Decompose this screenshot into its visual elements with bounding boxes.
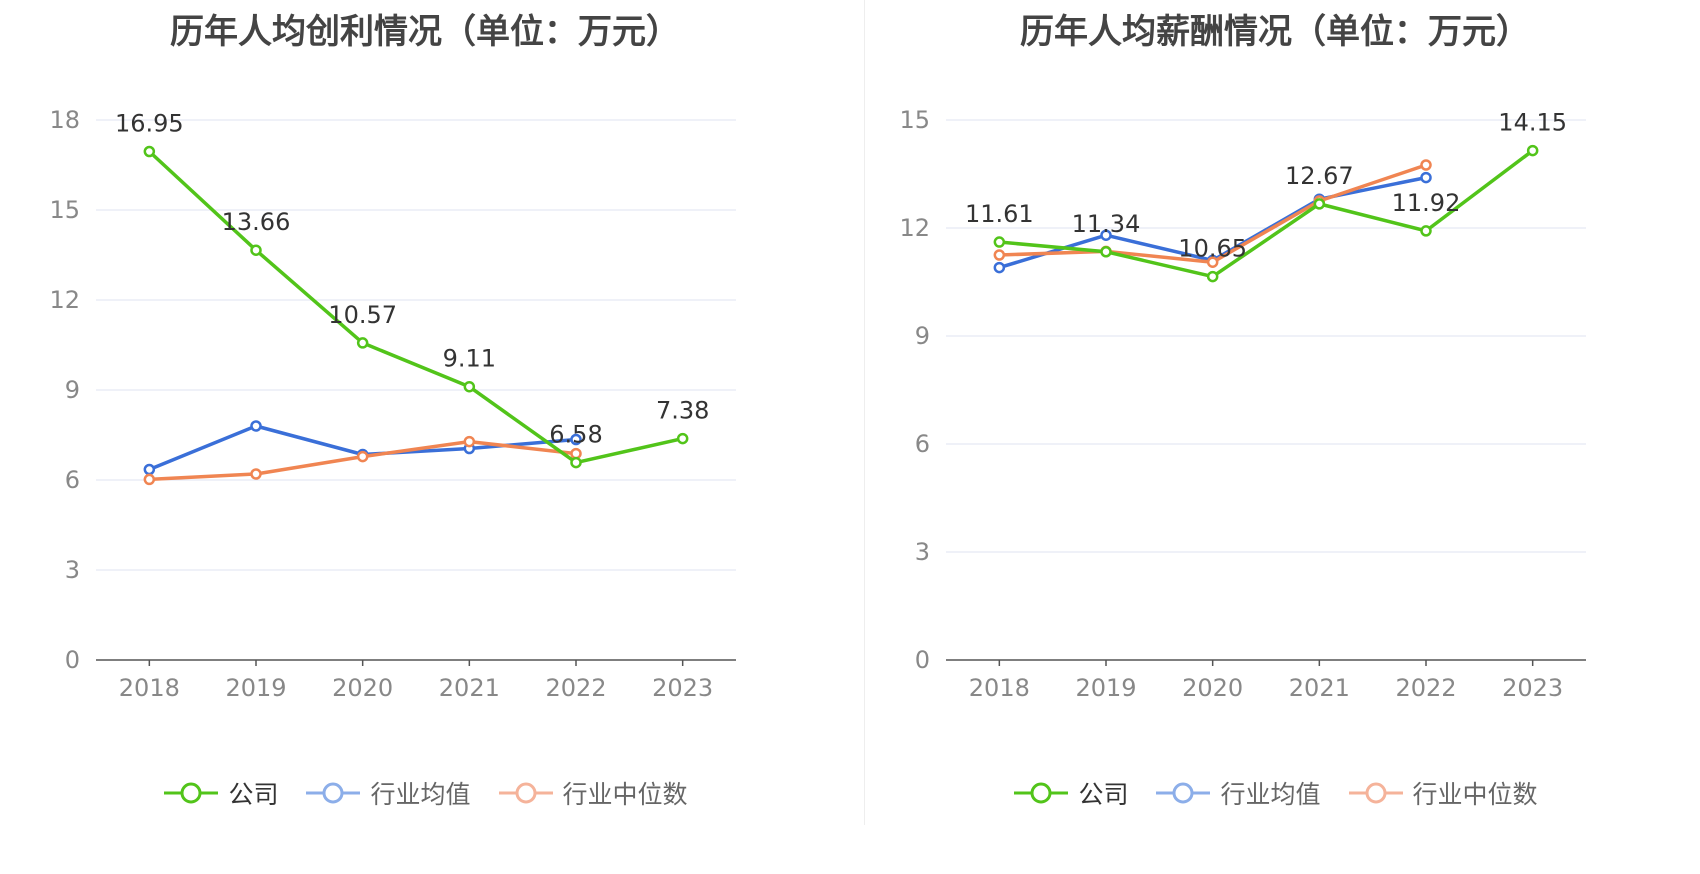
x-tick-label: 2019	[1075, 674, 1136, 702]
x-tick-label: 2018	[969, 674, 1030, 702]
legend-label: 公司	[1078, 780, 1129, 809]
line-chart-salary: 0 3 6 9 12 15 2018 2019 2020 2021 2022 2023 11.61 11.…	[899, 106, 1586, 702]
data-label: 11.61	[965, 200, 1034, 228]
legend-label: 行业均值	[1220, 780, 1321, 809]
line-circle-icon	[1348, 782, 1403, 804]
data-point	[463, 435, 476, 448]
legend-label: 行业中位数	[562, 780, 688, 809]
chart-panel-salary: 历年人均薪酬情况（单位：万元） 0 3 6 9 12 15 2018 2019 2020 2021…	[850, 0, 1700, 874]
data-label: 9.11	[443, 345, 496, 373]
data-point	[1100, 229, 1112, 241]
x-tick-label: 2021	[1289, 674, 1350, 702]
legend-item-company[interactable]: 公司	[1012, 775, 1128, 811]
data-point	[570, 456, 582, 469]
x-tick-label: 2023	[652, 674, 713, 702]
data-point	[250, 420, 262, 432]
data-label: 12.67	[1285, 162, 1354, 190]
x-tick-label: 2021	[439, 674, 500, 702]
y-tick-label: 3	[915, 538, 930, 566]
data-label: 14.15	[1498, 109, 1567, 137]
data-point	[463, 380, 476, 393]
y-tick-label: 3	[65, 556, 80, 584]
data-label: 13.66	[222, 208, 291, 236]
y-tick-label: 0	[915, 646, 930, 674]
data-point	[676, 432, 689, 445]
y-tick-label: 6	[65, 466, 80, 494]
data-point	[143, 145, 156, 158]
data-point	[143, 463, 156, 476]
data-point	[356, 450, 369, 463]
legend-item-industry-median[interactable]: 行业中位数	[1347, 775, 1538, 811]
y-tick-label: 6	[915, 430, 930, 458]
data-point	[1420, 225, 1432, 237]
data-point	[570, 433, 582, 446]
y-tick-label: 15	[49, 196, 80, 224]
legend-item-industry-average[interactable]: 行业均值	[304, 775, 471, 811]
data-label: 16.95	[115, 110, 184, 138]
data-label: 10.65	[1178, 235, 1247, 263]
x-tick-label: 2020	[332, 674, 393, 702]
chart-panel-profit: 历年人均创利情况（单位：万元） 0 3 6 9 12 15 18 2018 2019 2020 20…	[0, 12, 850, 811]
x-tick-label: 2022	[1395, 674, 1456, 702]
legend-item-industry-median[interactable]: 行业中位数	[497, 775, 688, 811]
line-circle-icon	[1156, 782, 1211, 804]
legend-item-industry-average[interactable]: 行业均值	[1154, 775, 1321, 811]
line-chart-profit: 0 3 6 9 12 15 18 2018 2019 2020 2021 2022 2023 16.95 1…	[49, 106, 736, 702]
data-label: 6.58	[549, 421, 602, 449]
y-tick-label: 18	[49, 106, 80, 134]
data-point	[1206, 256, 1219, 268]
series-line	[999, 149, 1534, 279]
data-point	[250, 244, 262, 256]
y-tick-label: 9	[915, 322, 930, 350]
y-tick-label: 9	[65, 376, 80, 404]
data-point	[993, 249, 1006, 261]
data-point	[143, 473, 156, 486]
data-point	[1100, 246, 1112, 258]
x-tick-label: 2019	[225, 674, 286, 702]
data-point	[1420, 171, 1432, 184]
x-tick-label: 2020	[1182, 674, 1243, 702]
line-circle-icon	[164, 782, 219, 804]
panel-divider	[864, 0, 865, 825]
x-tick-label: 2022	[545, 674, 606, 702]
data-label: 7.38	[656, 397, 709, 425]
line-circle-icon	[498, 782, 553, 804]
data-label: 11.34	[1072, 210, 1141, 238]
data-label: 11.92	[1392, 189, 1461, 217]
y-tick-label: 0	[65, 646, 80, 674]
data-point	[1313, 198, 1326, 210]
data-point	[1526, 144, 1539, 157]
legend-label: 行业中位数	[1412, 780, 1538, 809]
y-tick-label: 12	[899, 214, 930, 242]
line-circle-icon	[306, 782, 361, 804]
chart-title: 历年人均薪酬情况（单位：万元）	[1020, 12, 1530, 52]
data-point	[356, 337, 369, 349]
data-point	[570, 447, 582, 460]
y-tick-label: 15	[899, 106, 930, 134]
data-point	[1206, 270, 1219, 283]
legend-item-company[interactable]: 公司	[162, 775, 278, 811]
data-point	[250, 468, 262, 480]
legend-label: 公司	[228, 780, 279, 809]
legend: 公司 行业均值 行业中位数	[850, 775, 1700, 811]
data-label: 10.57	[328, 301, 397, 329]
chart-title: 历年人均创利情况（单位：万元）	[170, 12, 680, 52]
series-line	[148, 150, 684, 465]
legend: 公司 行业均值 行业中位数	[0, 775, 850, 811]
x-tick-label: 2023	[1502, 674, 1563, 702]
legend-label: 行业均值	[370, 780, 471, 809]
data-point	[993, 236, 1006, 248]
data-point	[1420, 159, 1432, 171]
line-circle-icon	[1014, 782, 1069, 804]
y-tick-label: 12	[49, 286, 80, 314]
x-tick-label: 2018	[119, 674, 180, 702]
data-point	[993, 261, 1006, 274]
